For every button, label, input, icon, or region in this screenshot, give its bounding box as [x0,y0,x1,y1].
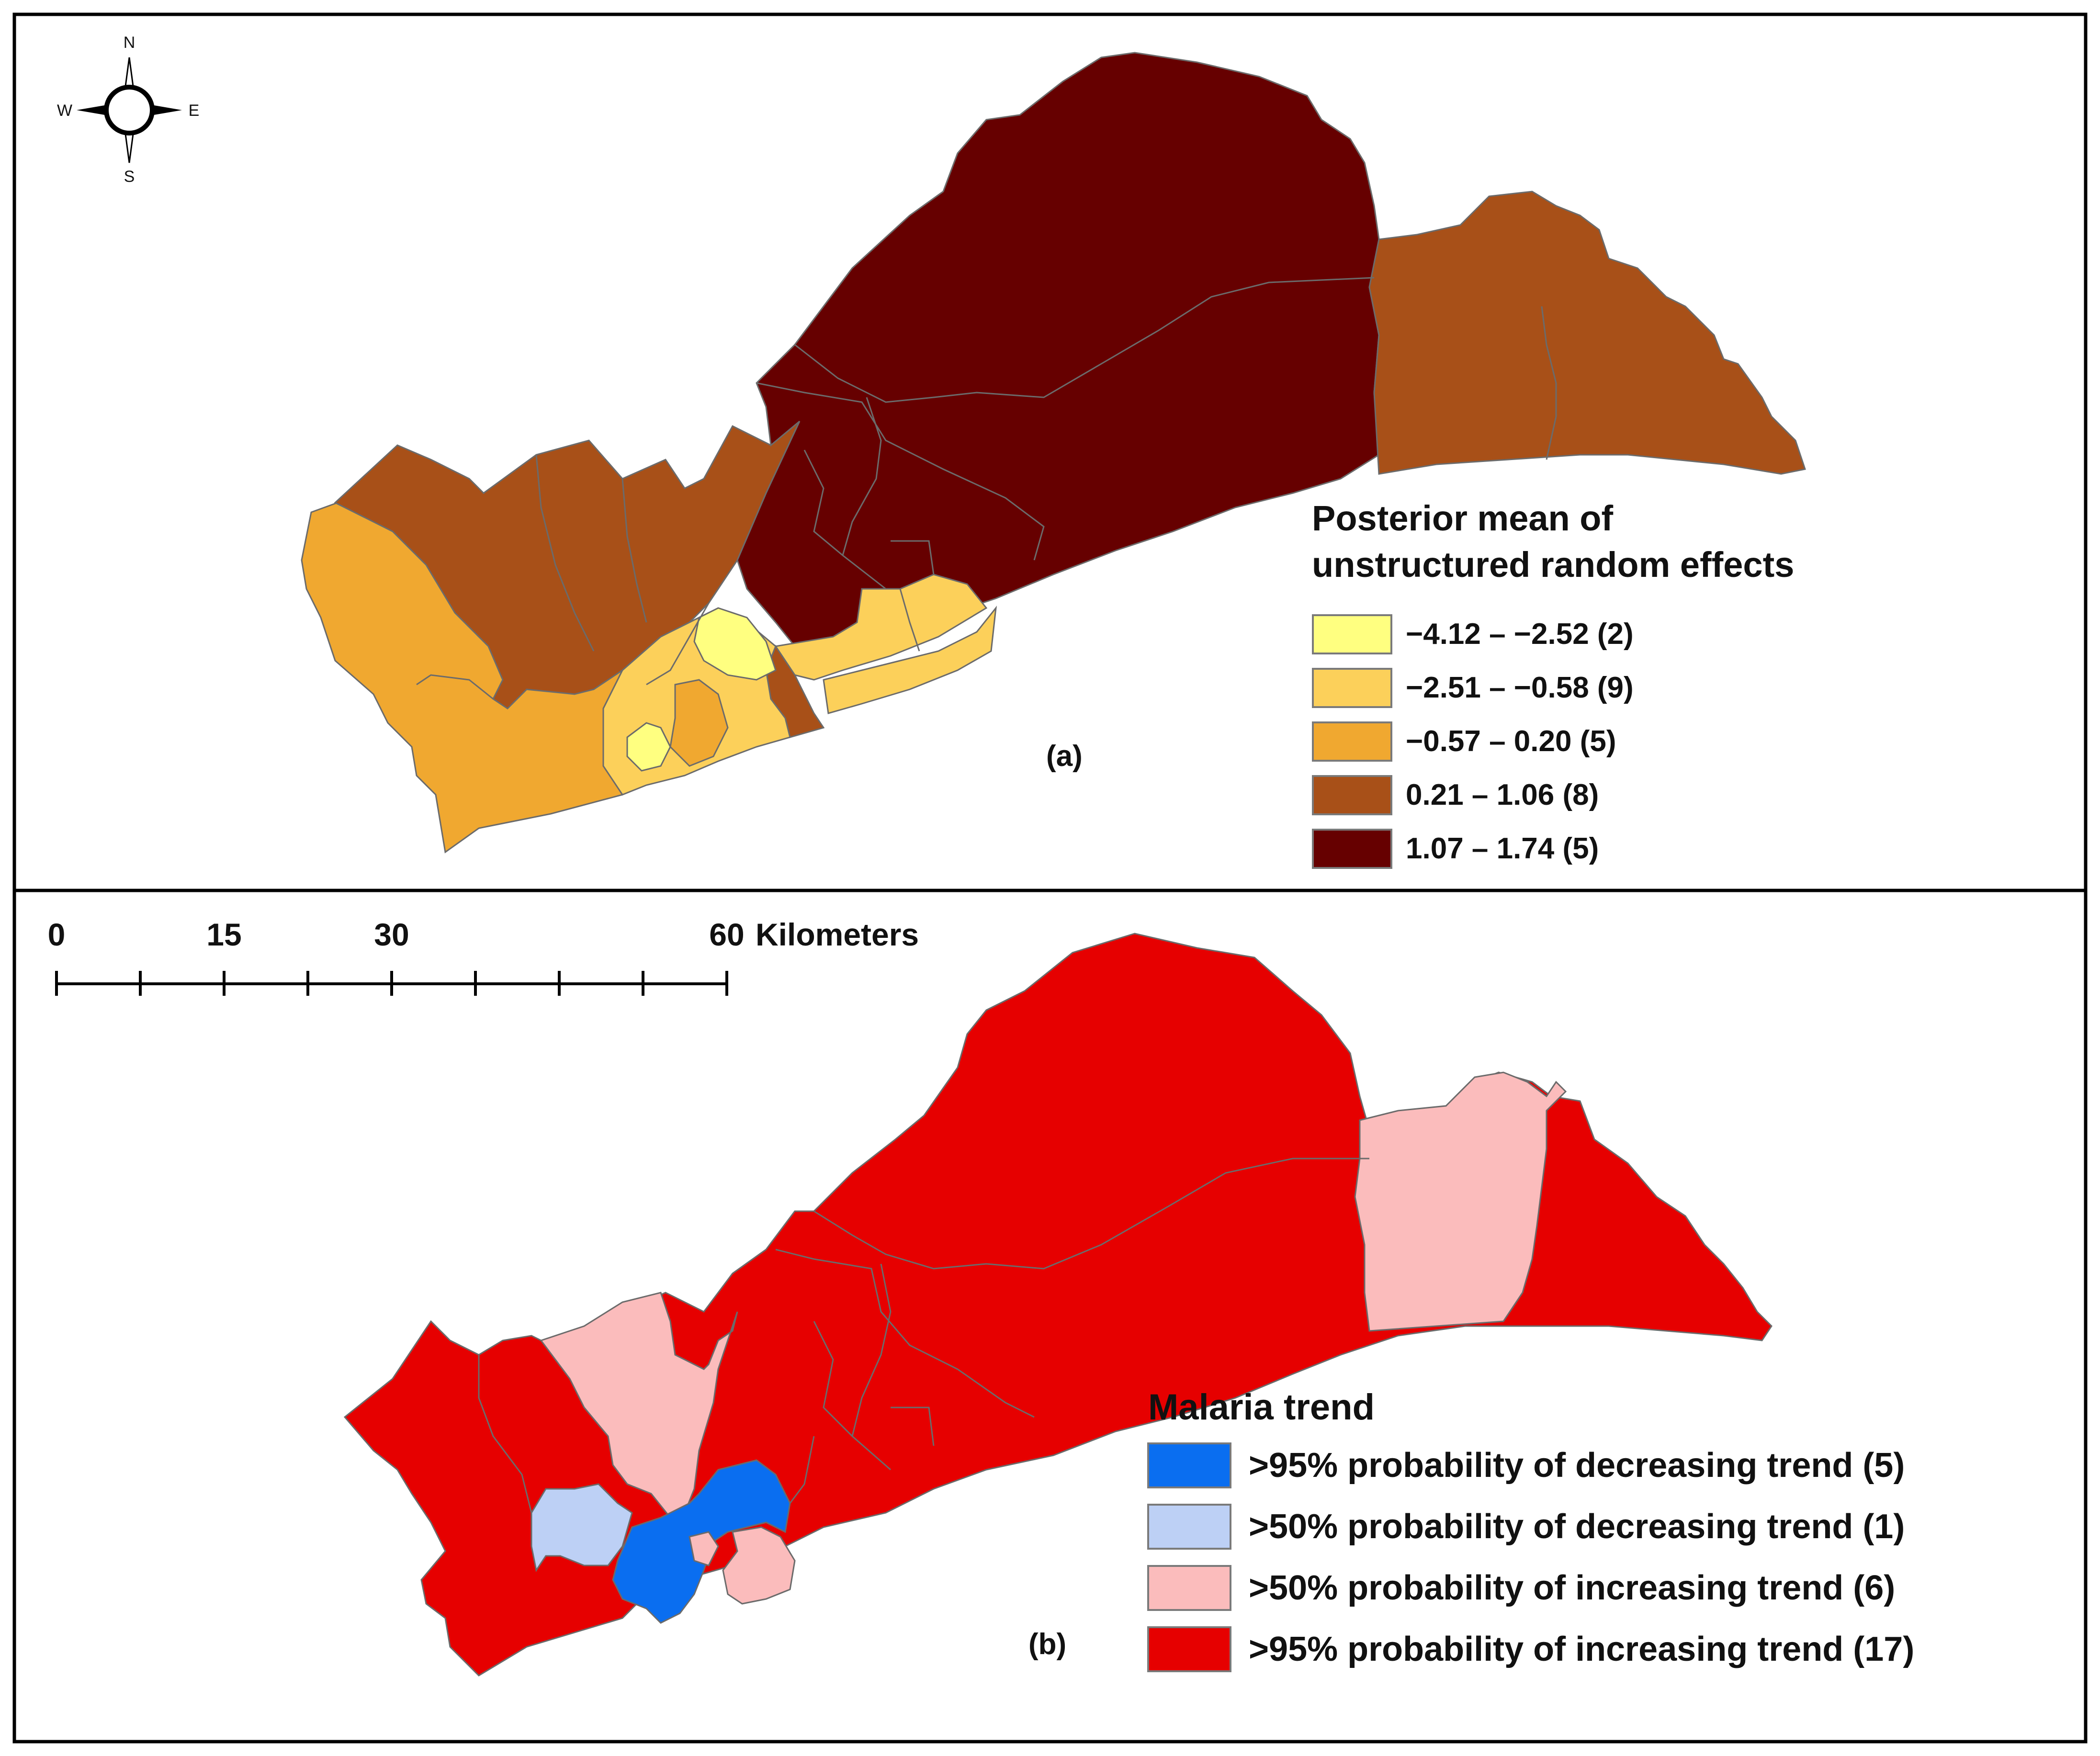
map-b-region-lightblue [531,1483,633,1572]
map-a-region-yellow-1 [693,607,777,681]
map-a-region-northwest [334,420,801,709]
map-b-region-center-pink [540,1292,738,1519]
panel-b-frame [12,889,2088,1744]
legend-b-label-3: >95% probability of increasing trend (17… [1249,1630,1914,1668]
legend-a-label-4: 1.07 – 1.74 (5) [1406,832,1599,865]
scale-bar-tick-label-30: 30 [374,917,409,952]
map-a-region-southeast [774,574,988,681]
map-b [343,933,1773,1677]
legend-b-swatch-1 [1147,1504,1231,1550]
map-b-region-small-pink [689,1531,719,1566]
legend-b-label-0: >95% probability of decreasing trend (5) [1249,1446,1905,1485]
legend-b-swatch-2 [1147,1565,1231,1611]
map-a-region-orange-cluster [669,679,729,767]
compass-n-label: N [124,34,135,52]
legend-a-label-1: −2.51 – −0.58 (9) [1406,671,1634,704]
legend-b-label-2: >50% probability of increasing trend (6) [1249,1569,1895,1607]
map-a [301,52,1806,854]
legend-a-swatch-4 [1312,829,1392,869]
legend-a-label-2: −0.57 – 0.20 (5) [1406,725,1616,758]
map-b-region-south-pink [722,1526,796,1605]
compass-arrow-west [77,104,110,116]
panel-a-tag: (a) [1046,740,1083,773]
map-a-region-north [736,52,1380,647]
compass-ring [104,85,155,135]
legend-a-swatch-2 [1312,721,1392,762]
map-a-region-yellow-2 [626,722,671,772]
legend-a-title-line1: Posterior mean of [1312,498,1614,538]
compass-s-label: S [124,168,135,186]
panel-b-tag: (b) [1028,1628,1066,1661]
legend-b-swatch-0 [1147,1442,1231,1488]
legend-a-swatch-3 [1312,775,1392,815]
scale-bar-tick-label-0: 0 [48,917,66,952]
legend-b-swatch-3 [1147,1626,1231,1672]
compass-w-label: W [57,101,72,120]
compass-rose: N S W E [57,34,199,186]
legend-a-label-3: 0.21 – 1.06 (8) [1406,778,1599,811]
scale-bar: 0 15 30 60 Kilometers [48,917,919,996]
legend-a: Posterior mean of unstructured random ef… [1312,498,1794,869]
scale-bar-tick-label-15: 15 [206,917,241,952]
compass-e-label: E [189,101,200,120]
map-a-region-east [1368,191,1806,475]
legend-b: Malaria trend >95% probability of decrea… [1147,1387,1914,1672]
legend-a-swatch-0 [1312,614,1392,654]
map-b-region-east-pink [1354,1071,1567,1332]
legend-a-title-line2: unstructured random effects [1312,545,1794,585]
legend-a-label-0: −4.12 – −2.52 (2) [1406,618,1634,651]
scale-bar-tick-label-60: 60 [709,917,744,952]
scale-bar-unit: Kilometers [756,917,919,952]
map-a-region-central-east [823,606,997,714]
legend-a-swatch-1 [1312,668,1392,708]
legend-b-label-1: >50% probability of decreasing trend (1) [1249,1508,1905,1546]
compass-arrow-east [148,104,182,116]
legend-b-title: Malaria trend [1148,1387,1375,1428]
map-b-region-main [343,933,1773,1677]
